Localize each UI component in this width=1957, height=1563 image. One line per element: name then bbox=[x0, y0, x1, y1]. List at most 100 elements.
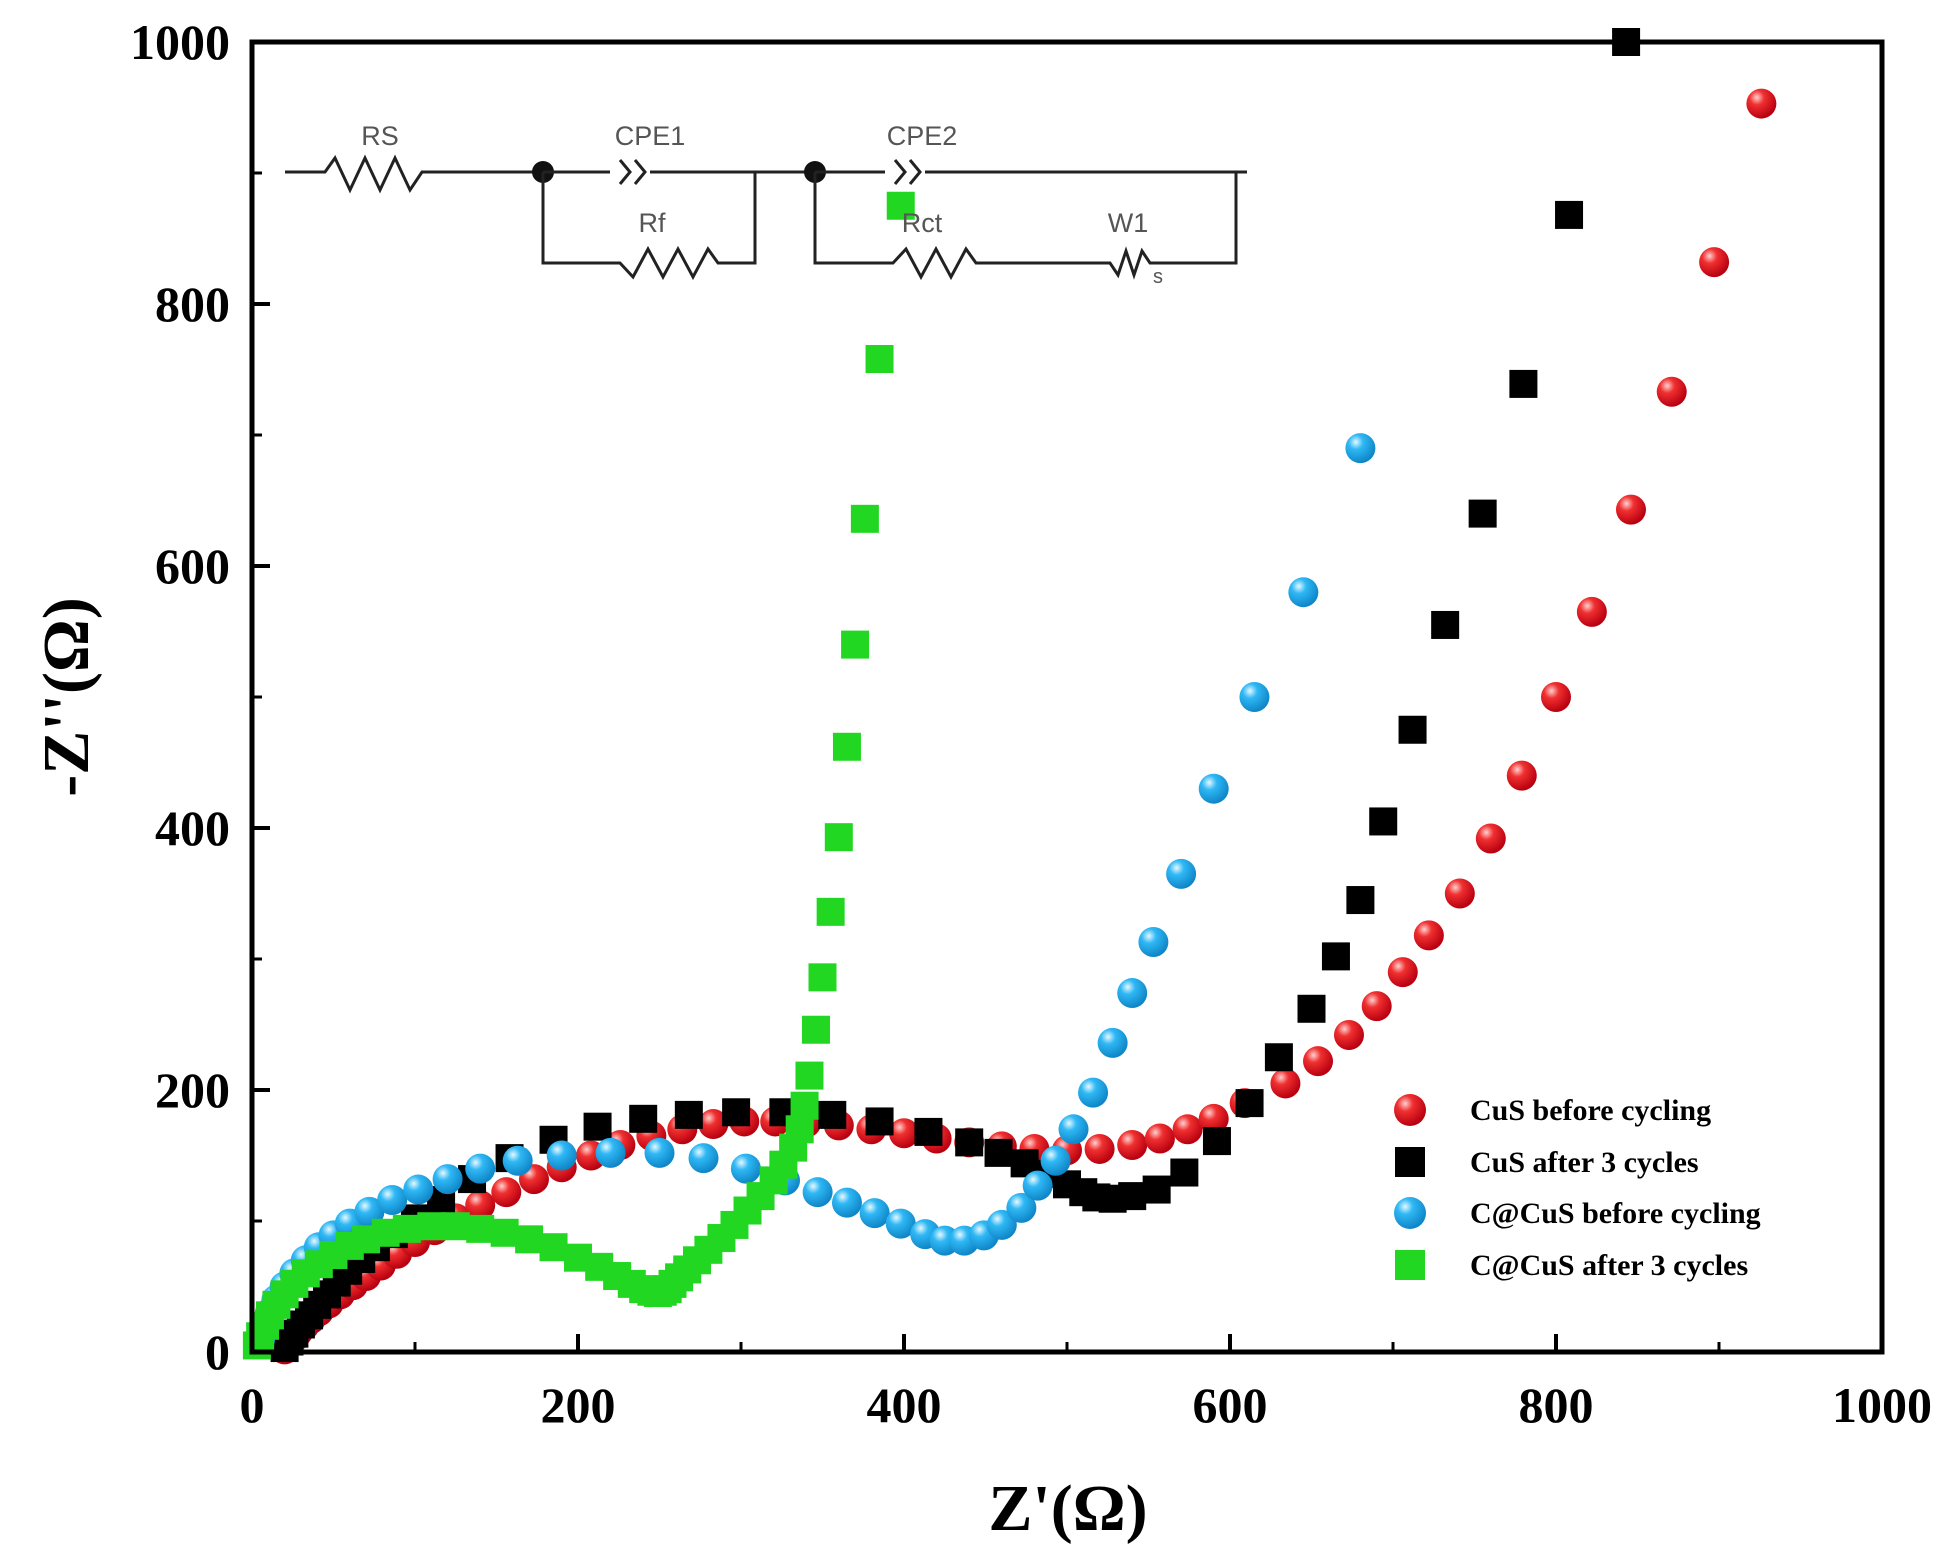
x-tick-label: 1000 bbox=[1832, 1377, 1932, 1433]
x-tick-label: 200 bbox=[541, 1377, 616, 1433]
data-point bbox=[1361, 991, 1392, 1022]
data-point bbox=[1346, 886, 1375, 915]
series-2 bbox=[245, 433, 1376, 1354]
data-point bbox=[403, 1174, 434, 1205]
data-point bbox=[644, 1137, 675, 1168]
data-point bbox=[1369, 807, 1398, 836]
data-point bbox=[986, 1209, 1017, 1240]
data-point bbox=[1746, 88, 1777, 119]
data-point bbox=[1142, 1175, 1171, 1204]
data-point bbox=[1022, 1170, 1053, 1201]
legend-item-ccus-before: C@CuS before cycling bbox=[1394, 1197, 1761, 1230]
data-point bbox=[1118, 1182, 1147, 1211]
data-point bbox=[1078, 1077, 1109, 1108]
data-point bbox=[1431, 610, 1460, 639]
data-point bbox=[831, 1187, 862, 1218]
y-tick-label: 800 bbox=[155, 276, 230, 332]
x-axis-title: Z'(Ω) bbox=[988, 1472, 1147, 1545]
legend-item-cus-before: CuS before cycling bbox=[1394, 1094, 1711, 1127]
data-point bbox=[466, 1214, 495, 1243]
data-point bbox=[583, 1112, 612, 1141]
series-3 bbox=[242, 191, 915, 1360]
data-point bbox=[1058, 1114, 1089, 1145]
data-point bbox=[1270, 1068, 1301, 1099]
data-point bbox=[1006, 1192, 1037, 1223]
data-point bbox=[674, 1100, 703, 1129]
data-point bbox=[490, 1218, 519, 1247]
data-point bbox=[1239, 682, 1270, 712]
x-tick-label: 600 bbox=[1193, 1377, 1268, 1433]
legend-label-cus-after: CuS after 3 cycles bbox=[1470, 1146, 1699, 1179]
y-tick-label: 0 bbox=[205, 1324, 230, 1380]
data-point bbox=[546, 1140, 577, 1171]
data-point bbox=[1097, 1027, 1128, 1058]
data-point bbox=[841, 630, 870, 659]
data-point bbox=[1144, 1123, 1175, 1154]
data-point bbox=[824, 823, 853, 852]
legend-item-ccus-after: C@CuS after 3 cycles bbox=[1395, 1249, 1748, 1282]
circuit-label-rf: Rf bbox=[639, 208, 666, 238]
data-point bbox=[1084, 1133, 1115, 1164]
data-point bbox=[865, 1107, 894, 1136]
data-point bbox=[730, 1153, 761, 1184]
data-point bbox=[859, 1198, 890, 1229]
data-point bbox=[1235, 1089, 1264, 1118]
circuit-label-w1: W1 bbox=[1108, 208, 1149, 238]
data-point bbox=[417, 1212, 446, 1241]
data-point bbox=[1202, 1127, 1231, 1156]
data-point bbox=[785, 1115, 814, 1144]
data-point bbox=[465, 1153, 496, 1184]
y-tick-label: 600 bbox=[155, 538, 230, 594]
data-point bbox=[629, 1104, 658, 1133]
circuit-label-ws-subscript: s bbox=[1153, 266, 1163, 288]
data-point bbox=[885, 1208, 916, 1239]
data-point bbox=[914, 1117, 943, 1146]
legend-item-cus-after: CuS after 3 cycles bbox=[1395, 1146, 1699, 1179]
data-point bbox=[1166, 858, 1197, 889]
data-point bbox=[1555, 200, 1584, 229]
data-point bbox=[1387, 957, 1418, 988]
data-point bbox=[595, 1137, 626, 1168]
circuit-label-rs: RS bbox=[361, 121, 399, 151]
data-point bbox=[1576, 596, 1607, 627]
data-point bbox=[801, 1015, 830, 1044]
data-point bbox=[502, 1145, 533, 1176]
data-point bbox=[1398, 715, 1427, 744]
data-point bbox=[1444, 878, 1475, 909]
data-point bbox=[889, 1118, 919, 1149]
data-point bbox=[722, 1098, 751, 1127]
data-point bbox=[816, 897, 845, 926]
data-point bbox=[1170, 1158, 1199, 1187]
data-point bbox=[1198, 773, 1229, 804]
data-point bbox=[984, 1138, 1013, 1167]
data-point bbox=[1138, 926, 1169, 957]
equivalent-circuit-inset: RS CPE1 Rf CPE2 Rct W1 s bbox=[285, 121, 1247, 288]
data-point bbox=[1303, 1046, 1334, 1077]
data-point bbox=[441, 1212, 470, 1241]
x-tick-label: 0 bbox=[240, 1377, 265, 1433]
data-point bbox=[392, 1214, 421, 1243]
data-point bbox=[808, 963, 837, 992]
data-point bbox=[865, 345, 894, 374]
data-point bbox=[1699, 247, 1730, 278]
data-point bbox=[1117, 978, 1148, 1009]
data-point bbox=[886, 191, 915, 220]
legend-label-ccus-after: C@CuS after 3 cycles bbox=[1470, 1249, 1748, 1282]
data-point bbox=[698, 1109, 729, 1140]
data-point bbox=[1172, 1114, 1203, 1145]
data-points bbox=[242, 28, 1777, 1365]
legend: CuS before cycling CuS after 3 cycles C@… bbox=[1394, 1094, 1761, 1282]
legend-marker-ccus-before bbox=[1394, 1197, 1426, 1229]
circuit-label-cpe1: CPE1 bbox=[615, 121, 686, 151]
legend-marker-cus-before bbox=[1394, 1094, 1426, 1126]
data-point bbox=[802, 1177, 833, 1208]
legend-label-cus-before: CuS before cycling bbox=[1470, 1094, 1711, 1127]
circuit-label-rct: Rct bbox=[902, 208, 943, 238]
circuit-label-cpe2: CPE2 bbox=[887, 121, 958, 151]
data-point bbox=[688, 1143, 719, 1174]
data-point bbox=[1475, 823, 1506, 854]
data-point bbox=[1541, 682, 1571, 712]
y-axis-title: -Z''(Ω) bbox=[30, 597, 103, 796]
data-point bbox=[1040, 1145, 1071, 1176]
